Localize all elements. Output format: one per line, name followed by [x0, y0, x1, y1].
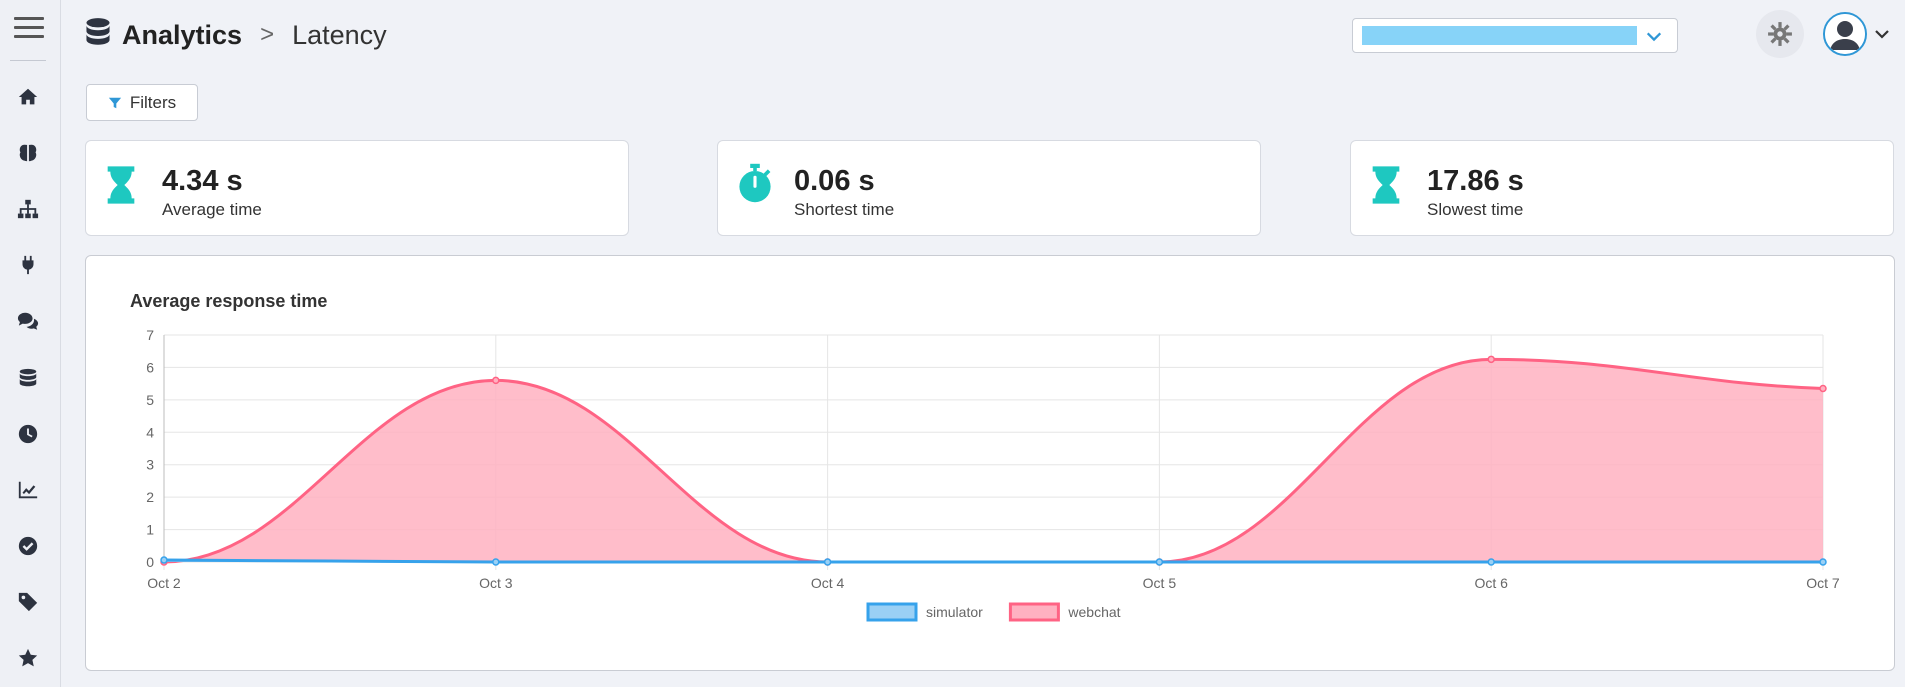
x-tick-label: Oct 3	[479, 575, 513, 591]
hamburger-menu-icon[interactable]	[14, 17, 44, 43]
clock-icon[interactable]	[17, 423, 43, 449]
app-title[interactable]: Analytics	[122, 19, 243, 50]
data-point-webchat	[492, 376, 500, 385]
selected-bot-value	[1362, 26, 1637, 45]
user-icon	[1825, 14, 1865, 54]
average-time-label: Average time	[162, 200, 262, 219]
data-point-simulator	[1487, 558, 1495, 566]
chart-title: Average response time	[130, 291, 328, 311]
y-tick-label: 6	[146, 359, 154, 375]
average-time-value: 4.34 s	[162, 165, 243, 197]
y-tick-label: 5	[146, 392, 154, 408]
legend-swatch-webchat	[1008, 602, 1060, 622]
data-point-simulator	[160, 556, 168, 564]
x-tick-label: Oct 7	[1806, 575, 1840, 591]
legend-label: simulator	[926, 604, 983, 620]
comments-icon[interactable]	[17, 310, 43, 336]
data-point-simulator	[1155, 558, 1164, 566]
x-tick-label: Oct 5	[1143, 575, 1177, 591]
filter-icon	[108, 97, 121, 108]
chevron-down-icon	[1646, 32, 1662, 42]
page-title: Latency	[292, 19, 387, 50]
y-tick-label: 4	[146, 424, 154, 440]
shortest-time-label: Shortest time	[794, 200, 895, 219]
hourglass-icon	[1372, 166, 1400, 204]
x-tick-label: Oct 4	[811, 575, 845, 591]
database-icon[interactable]	[17, 367, 43, 393]
legend-swatch-simulator	[866, 602, 918, 622]
sitemap-icon[interactable]	[17, 198, 43, 224]
brain-icon[interactable]	[17, 142, 43, 168]
sidebar-divider	[10, 60, 46, 61]
bot-selector-dropdown[interactable]	[1352, 18, 1678, 53]
series-line-simulator	[163, 558, 1823, 564]
chart-panel: Average response time 0 1 2 3 4 5 6 7 Oct 2 Oct 3…	[85, 255, 1895, 671]
tag-icon[interactable]	[17, 591, 43, 617]
y-tick-label: 3	[146, 457, 154, 473]
y-tick-label: 7	[146, 327, 154, 343]
x-tick-label: Oct 2	[147, 575, 181, 591]
data-point-simulator	[1819, 558, 1827, 566]
slowest-time-card: 17.86 s Slowest time	[1350, 140, 1894, 236]
chart-line-icon[interactable]	[17, 479, 43, 505]
home-icon[interactable]	[17, 86, 43, 112]
gear-icon	[1768, 22, 1792, 46]
filters-button[interactable]: Filters	[86, 84, 198, 121]
breadcrumb-separator: >	[260, 21, 275, 48]
average-time-card: 4.34 s Average time	[85, 140, 629, 236]
settings-button[interactable]	[1756, 10, 1804, 58]
stopwatch-icon	[739, 163, 771, 203]
slowest-time-label: Slowest time	[1427, 200, 1524, 219]
data-point-simulator	[823, 558, 832, 566]
star-icon[interactable]	[17, 647, 43, 673]
plug-icon[interactable]	[17, 254, 43, 280]
chevron-down-icon[interactable]	[1874, 26, 1890, 42]
slowest-time-value: 17.86 s	[1427, 165, 1524, 197]
legend-label: webchat	[1067, 604, 1120, 620]
sidebar	[0, 0, 61, 687]
y-tick-label: 0	[146, 554, 154, 570]
database-icon	[84, 17, 112, 54]
x-tick-label: Oct 6	[1474, 575, 1508, 591]
data-point-webchat	[1819, 384, 1827, 393]
filters-label: Filters	[129, 92, 177, 112]
check-circle-icon[interactable]	[17, 535, 43, 561]
y-tick-label: 1	[146, 522, 154, 538]
series-area-webchat	[164, 359, 1823, 562]
y-tick-label: 2	[146, 489, 154, 505]
hourglass-icon	[107, 166, 135, 204]
shortest-time-value: 0.06 s	[794, 165, 875, 197]
avatar[interactable]	[1823, 12, 1867, 56]
data-point-webchat	[1487, 355, 1495, 364]
breadcrumb: Analytics > Latency	[84, 16, 387, 54]
data-point-simulator	[492, 558, 500, 566]
average-response-time-chart: 0 1 2 3 4 5 6 7 Oct 2 Oct 3 Oct 4 Oct 5 Oct 6 Oct 7 si…	[146, 327, 1840, 622]
shortest-time-card: 0.06 s Shortest time	[717, 140, 1261, 236]
